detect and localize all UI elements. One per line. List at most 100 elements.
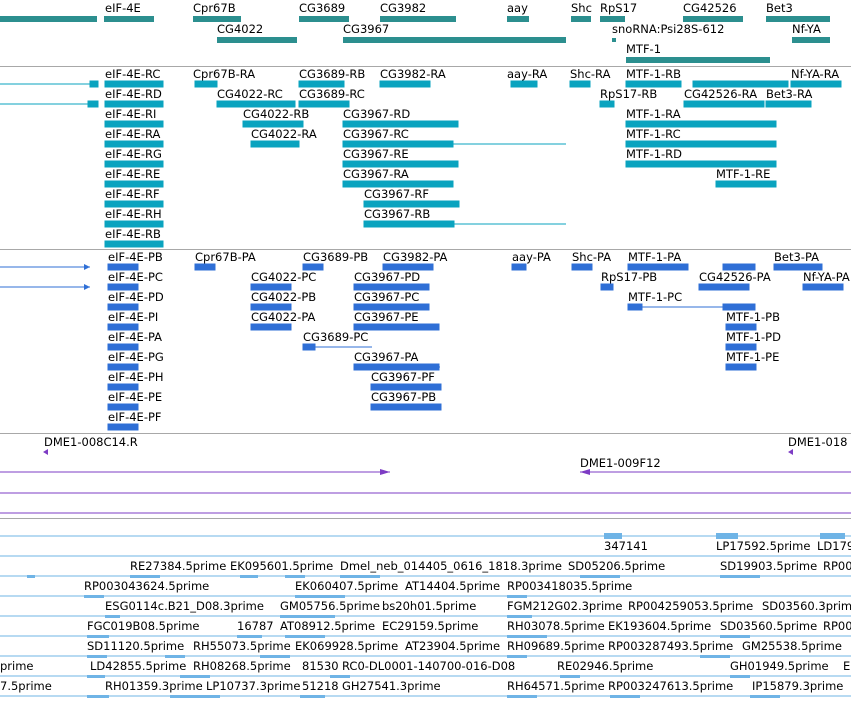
transcript-label[interactable]: CG3967-RD — [343, 107, 411, 121]
protein-label[interactable]: RpS17-PB — [601, 270, 658, 284]
gene-feature[interactable] — [571, 16, 591, 22]
protein-label[interactable]: eIF-4E-PG — [108, 350, 164, 364]
transcript-label[interactable]: MTF-1-RE — [716, 167, 771, 181]
est-label[interactable]: GM05756.5prime — [280, 599, 380, 613]
gene-feature[interactable] — [104, 16, 154, 22]
gene-label[interactable]: aay — [507, 1, 528, 15]
transcript-label[interactable]: CG4022-RA — [251, 127, 317, 141]
est-label[interactable]: AT14404.5prime — [405, 579, 501, 593]
gene-feature[interactable] — [507, 16, 529, 22]
est-label[interactable]: AT08912.5prime — [280, 619, 376, 633]
protein-label[interactable]: MTF-1-PD — [726, 330, 781, 344]
est-label[interactable]: RH55073.5prime — [193, 639, 291, 653]
gene-feature[interactable] — [626, 57, 770, 63]
transcript-label[interactable]: eIF-4E-RB — [105, 227, 161, 241]
protein-label[interactable]: eIF-4E-PE — [108, 390, 163, 404]
protein-label[interactable]: aay-PA — [512, 250, 551, 264]
protein-label[interactable]: CG3982-PA — [383, 250, 448, 264]
est-label[interactable]: EK095601.5prime — [230, 559, 334, 573]
protein-label[interactable]: CG3689-PC — [303, 330, 369, 344]
gene-feature[interactable] — [612, 38, 616, 42]
est-label[interactable]: RP00 — [823, 619, 851, 633]
protein-label[interactable]: CG42526-PA — [699, 270, 771, 284]
est-label[interactable]: EK193604.5prime — [608, 619, 712, 633]
gene-label[interactable]: CG42526 — [683, 1, 737, 15]
gene-feature[interactable] — [766, 16, 830, 22]
gene-label[interactable]: CG3982 — [380, 1, 427, 15]
gene-label[interactable]: Bet3 — [766, 1, 793, 15]
transcript-label[interactable]: eIF-4E-RC — [105, 67, 161, 81]
est-label[interactable]: RP003247613.5prime — [608, 679, 734, 693]
est-label[interactable]: RH03078.5prime — [507, 619, 605, 633]
est-label[interactable]: EC29159.5prime — [382, 619, 479, 633]
est-label[interactable]: RH64571.5prime — [507, 679, 605, 693]
est-label[interactable]: RE02946.5prime — [557, 659, 654, 673]
protein-label[interactable]: CG4022-PB — [251, 290, 317, 304]
gene-feature[interactable] — [299, 16, 349, 22]
gene-label[interactable]: Nf-YA — [792, 22, 821, 36]
transcript-label[interactable]: MTF-1-RB — [626, 67, 682, 81]
est-label[interactable]: GH01949.5prime — [730, 659, 829, 673]
est-label[interactable]: 16787 — [237, 619, 274, 633]
protein-label[interactable]: CG4022-PA — [251, 310, 316, 324]
gene-feature[interactable] — [0, 16, 97, 22]
est-label[interactable]: bs20h01.5prime — [382, 599, 477, 613]
gene-label[interactable]: eIF-4E — [105, 1, 141, 15]
gene-label[interactable]: Cpr67B — [193, 1, 236, 15]
gene-label[interactable]: CG3689 — [299, 1, 346, 15]
est-label[interactable]: SD11120.5prime — [87, 639, 185, 653]
transcript-label[interactable]: CG3967-RC — [343, 127, 409, 141]
clone-label[interactable]: DME1-018 — [788, 435, 848, 449]
gene-feature[interactable] — [217, 37, 297, 43]
transcript-label[interactable]: eIF-4E-RE — [105, 167, 161, 181]
est-label[interactable]: LP17592.5prime — [716, 539, 811, 553]
gene-label[interactable]: CG3967 — [343, 22, 390, 36]
protein-label[interactable]: MTF-1-PB — [726, 310, 781, 324]
gene-feature[interactable] — [792, 37, 830, 43]
est-label[interactable]: RH01359.3prime — [105, 679, 203, 693]
gene-label[interactable]: RpS17 — [600, 1, 638, 15]
protein-label[interactable]: eIF-4E-PD — [108, 290, 164, 304]
gene-feature[interactable] — [343, 37, 566, 43]
protein-label[interactable]: Bet3-PA — [774, 250, 820, 264]
protein-label[interactable]: CG3967-PA — [354, 350, 419, 364]
transcript-label[interactable]: CG3689-RB — [299, 67, 366, 81]
est-label[interactable]: AT23904.5prime — [405, 639, 501, 653]
transcript-label[interactable]: eIF-4E-RF — [105, 187, 160, 201]
protein-label[interactable]: eIF-4E-PA — [108, 330, 163, 344]
gene-feature[interactable] — [380, 16, 456, 22]
est-label[interactable]: 51218 — [302, 679, 339, 693]
protein-label[interactable]: CG4022-PC — [251, 270, 317, 284]
est-label[interactable]: RH09689.5prime — [507, 639, 605, 653]
transcript-label[interactable]: eIF-4E-RA — [105, 127, 161, 141]
transcript-label[interactable]: CG3967-RA — [343, 167, 409, 181]
gene-label[interactable]: Shc — [571, 1, 592, 15]
protein-label[interactable]: eIF-4E-PF — [108, 410, 162, 424]
transcript-label[interactable]: CG4022-RC — [217, 87, 283, 101]
protein-label[interactable]: MTF-1-PC — [628, 290, 683, 304]
est-label[interactable]: GM25538.5prime — [742, 639, 842, 653]
est-label[interactable]: FGM212G02.3prime — [507, 599, 623, 613]
transcript-label[interactable]: CG3689-RC — [299, 87, 365, 101]
gene-label[interactable]: snoRNA:Psi28S-612 — [612, 22, 725, 36]
est-label[interactable]: RP003287493.5prime — [608, 639, 734, 653]
transcript-label[interactable]: MTF-1-RA — [626, 107, 681, 121]
est-label[interactable]: SD19903.5prime — [720, 559, 818, 573]
est-label[interactable]: LD179 — [817, 539, 851, 553]
protein-label[interactable]: eIF-4E-PH — [108, 370, 164, 384]
transcript-label[interactable]: Shc-RA — [570, 67, 611, 81]
est-label[interactable]: 7.5prime — [0, 679, 52, 693]
transcript-label[interactable]: eIF-4E-RD — [105, 87, 162, 101]
transcript-label[interactable]: Nf-YA-RA — [791, 67, 840, 81]
est-label[interactable]: LP10737.3prime — [206, 679, 301, 693]
protein-label[interactable]: CG3967-PE — [354, 310, 419, 324]
est-label[interactable]: 347141 — [604, 539, 648, 553]
est-label[interactable]: IP15879.3prime — [752, 679, 844, 693]
gene-label[interactable]: CG4022 — [217, 22, 264, 36]
protein-label[interactable]: Shc-PA — [572, 250, 612, 264]
transcript-label[interactable]: MTF-1-RC — [626, 127, 681, 141]
est-label[interactable]: RP00 — [823, 559, 851, 573]
est-label[interactable]: E — [843, 659, 851, 673]
transcript-label[interactable]: aay-RA — [507, 67, 548, 81]
